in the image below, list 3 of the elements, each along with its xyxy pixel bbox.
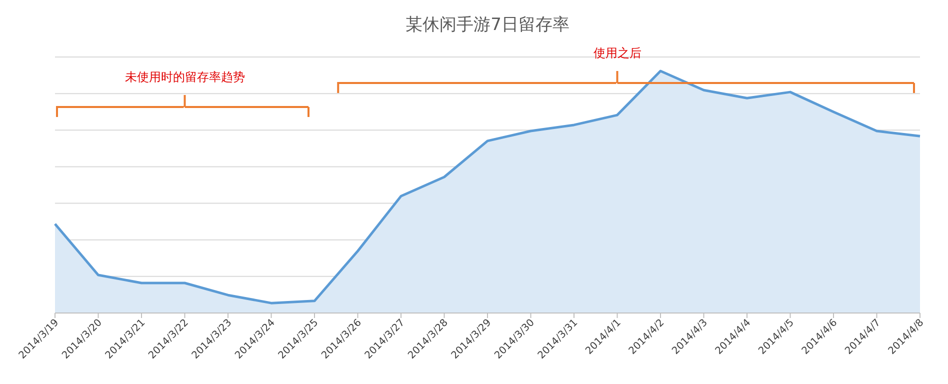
text: 使用之后 [593,46,642,60]
chart-title: 某休闲手游7日留存率 [406,15,570,35]
annotation: 未使用时的留存率趋势 [124,70,245,84]
